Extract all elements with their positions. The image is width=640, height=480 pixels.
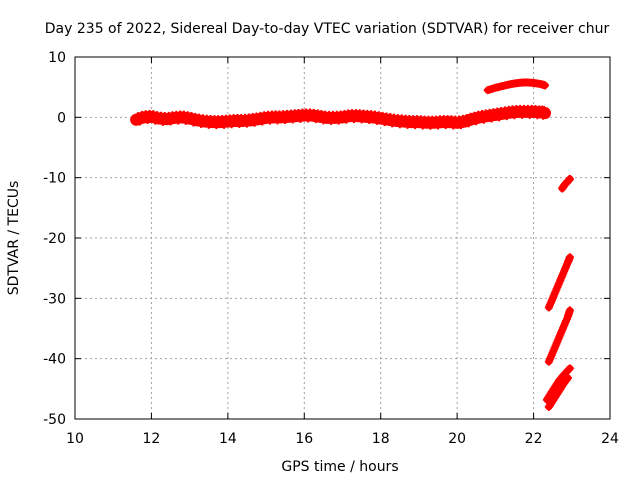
data-point-marker bbox=[563, 373, 572, 382]
data-point-marker bbox=[472, 117, 481, 126]
data-point-marker bbox=[462, 113, 471, 122]
data-point-marker bbox=[565, 253, 574, 262]
y-axis-label: SDTVAR / TECUs bbox=[6, 181, 22, 296]
data-point-marker bbox=[464, 119, 473, 128]
data-points bbox=[130, 78, 574, 411]
y-tick-label: -50 bbox=[43, 412, 66, 428]
data-point-marker bbox=[565, 306, 574, 315]
x-tick-label: 12 bbox=[143, 431, 161, 447]
data-point-marker bbox=[541, 109, 550, 118]
chart-title: Day 235 of 2022, Sidereal Day-to-day VTE… bbox=[45, 21, 610, 37]
axes: 10 12 14 16 18 20 22 24 10 0 -10 -20 -30 -40 -50 bbox=[43, 50, 619, 447]
y-tick-label: -40 bbox=[43, 352, 66, 368]
x-tick-label: 24 bbox=[601, 431, 619, 447]
data-point-marker bbox=[541, 81, 550, 90]
y-tick-label: 0 bbox=[57, 110, 66, 126]
x-tick-label: 16 bbox=[295, 431, 313, 447]
x-tick-label: 22 bbox=[525, 431, 543, 447]
x-tick-label: 18 bbox=[372, 431, 390, 447]
x-tick-label: 14 bbox=[219, 431, 237, 447]
data-point-marker bbox=[565, 364, 574, 373]
data-point-marker bbox=[565, 174, 574, 183]
y-tick-label: 10 bbox=[48, 50, 66, 66]
data-point-marker bbox=[135, 117, 144, 126]
y-tick-label: -20 bbox=[43, 231, 66, 247]
x-axis-label: GPS time / hours bbox=[281, 459, 398, 475]
data-point-marker bbox=[134, 112, 143, 121]
x-tick-label: 20 bbox=[448, 431, 466, 447]
y-tick-label: -30 bbox=[43, 291, 66, 307]
y-tick-label: -10 bbox=[43, 171, 66, 187]
x-tick-label: 10 bbox=[66, 431, 84, 447]
